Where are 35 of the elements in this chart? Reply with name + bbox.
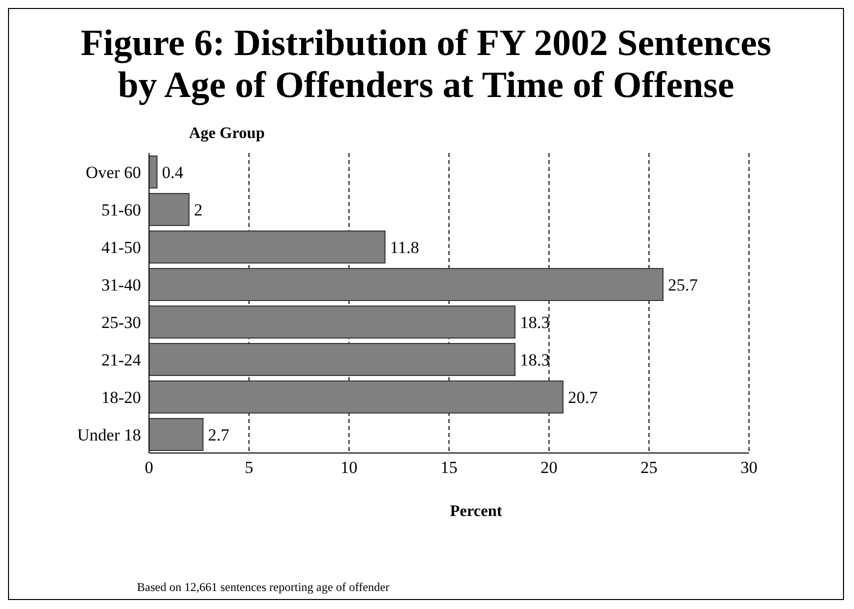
x-axis-title: Percent: [448, 503, 504, 521]
y-tick-label: 31-40: [101, 275, 141, 294]
bar: [149, 380, 564, 414]
data-label: 11.8: [390, 238, 420, 258]
data-label: 2.7: [208, 426, 230, 445]
bar: [149, 156, 158, 188]
y-tick-label: 51-60: [101, 200, 141, 220]
y-tick-label: Under 18: [77, 425, 141, 444]
data-label: 2: [194, 200, 202, 220]
bar: [149, 418, 204, 451]
y-tick-label: 41-50: [101, 238, 141, 257]
bar: [149, 193, 190, 226]
y-tick-label: 18-20: [101, 388, 141, 407]
data-label: 18.3: [520, 350, 550, 370]
x-tick-label: 25: [640, 458, 658, 478]
bar: [149, 306, 516, 338]
y-tick-label: 21-24: [101, 350, 142, 370]
chart-title: Figure 6: Distribution of FY 2002 Sentences by Age of Offenders at Time of Offense: [80, 22, 772, 107]
data-label: 20.7: [568, 388, 598, 408]
y-axis-title: Age Group: [189, 125, 266, 143]
x-tick-label: 20: [540, 458, 558, 478]
x-tick-label: 0: [144, 458, 154, 478]
data-label: 18.3: [520, 313, 550, 332]
x-tick-label: 10: [340, 458, 358, 478]
text: Based on 12,661 sentences reporting age of offender: [137, 580, 390, 595]
data-label: 25.7: [668, 276, 698, 295]
bar: [149, 343, 516, 376]
x-tick-label: 30: [740, 458, 758, 478]
x-tick-label: 5: [244, 458, 254, 478]
data-label: 0.4: [162, 163, 184, 182]
bar: [149, 268, 664, 301]
bar: [149, 230, 386, 264]
y-tick-label: 25-30: [101, 312, 141, 332]
x-tick-label: 15: [440, 458, 458, 478]
y-tick-label: Over 60: [86, 162, 141, 182]
